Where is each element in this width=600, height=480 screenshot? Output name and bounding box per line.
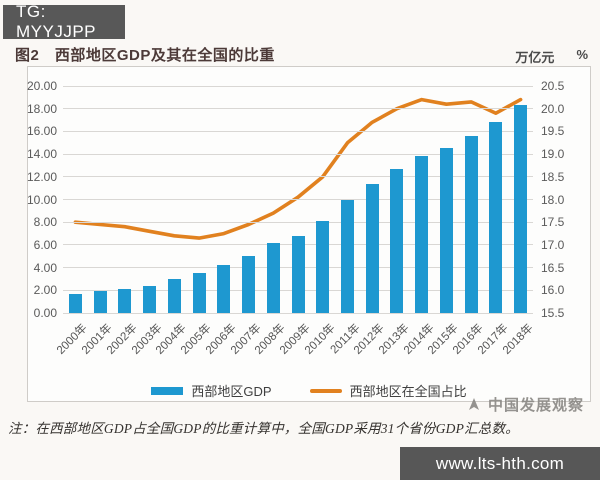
right-axis-tick: 17.5 [541, 215, 565, 230]
left-axis-tick: 12.00 [26, 169, 57, 184]
gdp-bar-2001 [93, 291, 107, 313]
right-axis-tick: 17.0 [541, 237, 565, 252]
left-axis-tick: 0.00 [33, 306, 57, 320]
left-axis-tick: 16.00 [26, 124, 57, 139]
footer-bar: www.lts-hth.com [400, 447, 600, 480]
gdp-bar-2013 [390, 168, 404, 313]
gridline [63, 153, 533, 155]
gdp-bar-2003 [143, 285, 157, 313]
gridline [63, 312, 533, 314]
gdp-bar-2018 [514, 105, 528, 313]
gdp-bar-2017 [489, 122, 503, 313]
right-axis-tick: 19.0 [541, 147, 565, 162]
watermark: 中国发展观察 [466, 394, 584, 415]
gridline [63, 130, 533, 132]
share-line-series [73, 97, 523, 240]
left-axis-tick: 6.00 [33, 237, 57, 252]
gridline [63, 108, 533, 110]
footer-url: www.lts-hth.com [435, 453, 565, 473]
gridline [63, 221, 533, 223]
gdp-bar-2015 [439, 148, 453, 313]
left-axis-tick: 2.00 [33, 283, 57, 298]
right-axis-tick: 18.0 [541, 192, 565, 207]
chart-title: 图2 西部地区GDP及其在全国的比重 [15, 47, 275, 64]
right-axis-tick: 15.5 [541, 306, 565, 320]
right-axis-tick: 19.5 [541, 124, 565, 139]
watermark-logo-icon [468, 397, 479, 410]
gdp-bar-2011 [341, 199, 354, 313]
legend: 西部地区GDP 西部地区在全国占比 [28, 381, 590, 400]
header-badge: TG: MYYJJPP [3, 2, 125, 41]
header-badge-text: TG: MYYJJPP [16, 2, 97, 41]
gdp-bar-2007 [242, 256, 255, 313]
gridline [63, 199, 533, 200]
right-axis-tick: 16.5 [541, 260, 565, 275]
legend-gdp-label: 西部地区GDP [191, 384, 272, 399]
gdp-bar-2004 [167, 279, 181, 313]
right-axis-tick: 20.0 [541, 101, 565, 116]
gdp-bar-2009 [291, 235, 305, 313]
right-axis-tick: 18.5 [541, 169, 565, 184]
gdp-bar-2002 [118, 289, 132, 313]
left-axis-tick: 18.00 [26, 101, 57, 116]
axis-units: 万亿元 % [408, 47, 588, 66]
right-axis-unit: % [576, 47, 588, 62]
legend-line-swatch-icon [309, 388, 342, 393]
legend-share-label: 西部地区在全国占比 [349, 384, 467, 399]
gridline [63, 85, 533, 87]
left-axis-tick: 10.00 [26, 192, 57, 207]
right-axis-tick: 16.0 [541, 283, 565, 298]
gdp-bar-2012 [365, 183, 379, 313]
gdp-bar-2010 [316, 221, 330, 313]
gdp-bar-2006 [217, 265, 231, 313]
gridline [63, 176, 533, 178]
gdp-bar-2008 [266, 242, 280, 313]
legend-bar-swatch-icon [151, 386, 184, 395]
gdp-bar-2005 [192, 273, 206, 313]
gdp-bar-2014 [415, 156, 429, 313]
gdp-bar-2000 [68, 293, 82, 313]
left-axis-tick: 8.00 [33, 215, 57, 230]
chart-area: 0.00 15.5 2.00 16.0 4.00 16.5 6.00 17.0 8.00 17.5… [27, 66, 591, 402]
legend-item-gdp: 西部地区GDP [151, 381, 272, 400]
watermark-text: 中国发展观察 [487, 397, 584, 414]
right-axis-tick: 20.5 [541, 79, 565, 93]
left-axis-unit: 万亿元 [515, 50, 555, 65]
gdp-bar-2016 [464, 135, 478, 313]
plot-area: 0.00 15.5 2.00 16.0 4.00 16.5 6.00 17.0 8.00 17.5… [27, 79, 564, 357]
legend-item-share: 西部地区在全国占比 [309, 381, 467, 400]
left-axis-tick: 4.00 [33, 260, 57, 275]
footnote: 注：在西部地区GDP占全国GDP的比重计算中，全国GDP采用31个省份GDP汇总… [8, 421, 519, 436]
left-axis-tick: 14.00 [26, 147, 57, 162]
left-axis-tick: 20.00 [26, 79, 57, 93]
